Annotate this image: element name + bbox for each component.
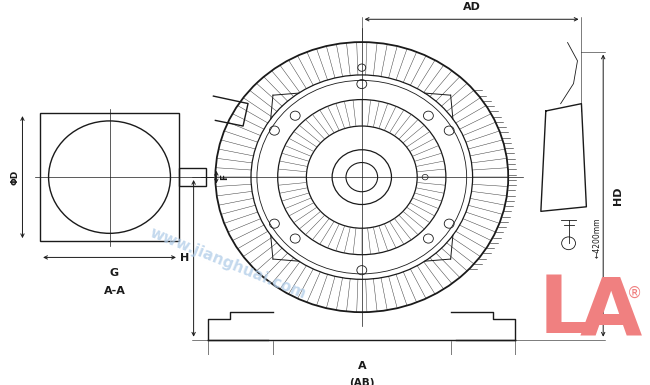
Text: ®: ® <box>627 286 642 301</box>
Text: F: F <box>220 174 229 180</box>
Text: (AB): (AB) <box>349 378 374 385</box>
Text: HD: HD <box>613 186 623 205</box>
Text: H: H <box>180 253 189 263</box>
Text: A-A: A-A <box>103 286 125 296</box>
Text: A: A <box>580 275 642 353</box>
Text: L: L <box>539 272 590 350</box>
Text: AD: AD <box>463 2 480 12</box>
Text: ΦD: ΦD <box>10 169 19 185</box>
Text: G: G <box>110 268 119 278</box>
Text: www.jianghuai.com: www.jianghuai.com <box>148 226 309 302</box>
Bar <box>179 168 207 186</box>
Bar <box>40 113 179 241</box>
Text: ←4200mm: ←4200mm <box>593 218 602 258</box>
Text: A: A <box>358 362 366 372</box>
